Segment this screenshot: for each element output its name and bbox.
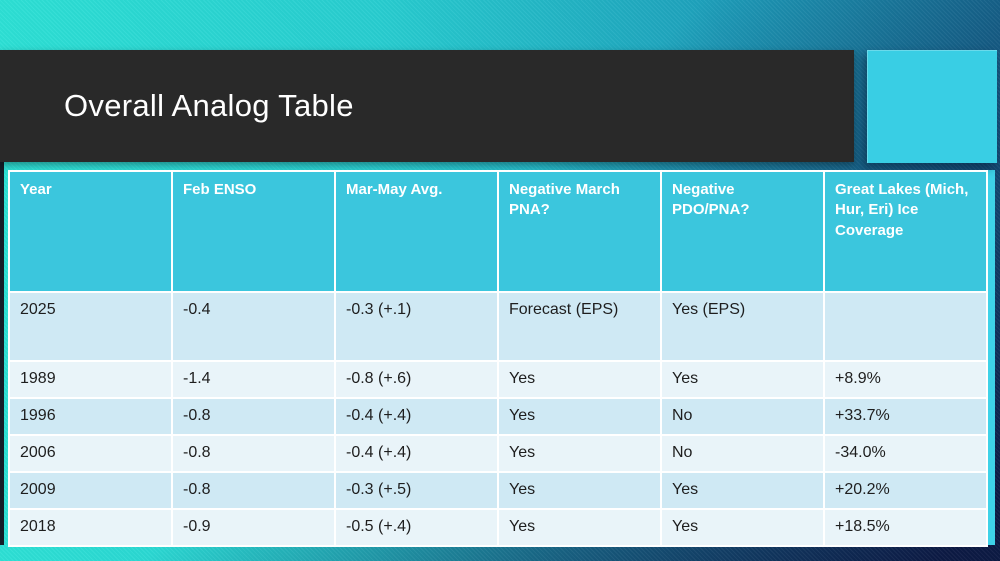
column-header: Mar-May Avg. (334, 170, 499, 293)
table-cell: -0.5 (+.4) (334, 508, 499, 547)
table-cell: Yes (497, 508, 662, 547)
analog-table: Year Feb ENSO Mar-May Avg. Negative March P… (8, 170, 988, 547)
table-cell: Yes (660, 360, 825, 399)
table-cell: +20.2% (823, 471, 988, 510)
table-cell: 2006 (8, 434, 173, 473)
table-cell: Yes (660, 508, 825, 547)
table-cell: Yes (497, 434, 662, 473)
table-cell: -0.4 (+.4) (334, 397, 499, 436)
table-header: Year Feb ENSO Mar-May Avg. Negative March P… (8, 170, 988, 293)
table-row: 2006 -0.8 -0.4 (+.4) Yes No -34.0% (8, 434, 988, 473)
table-row: 2018 -0.9 -0.5 (+.4) Yes Yes +18.5% (8, 508, 988, 547)
table-cell: -0.8 (171, 471, 336, 510)
table-cell: +8.9% (823, 360, 988, 399)
table-body: 2025 -0.4 -0.3 (+.1) Forecast (EPS) Yes (EPS… (8, 291, 988, 547)
table-cell: +18.5% (823, 508, 988, 547)
table-cell: -0.4 (171, 291, 336, 362)
accent-square (867, 50, 997, 163)
right-accent-strip (988, 170, 995, 545)
column-header: Negative March PNA? (497, 170, 662, 293)
table-cell (823, 291, 988, 362)
table-row: 1989 -1.4 -0.8 (+.6) Yes Yes +8.9% (8, 360, 988, 399)
slide-title: Overall Analog Table (64, 88, 354, 123)
column-header: Year (8, 170, 173, 293)
table-cell: Yes (EPS) (660, 291, 825, 362)
table-cell: -1.4 (171, 360, 336, 399)
table-cell: +33.7% (823, 397, 988, 436)
table-cell: 1989 (8, 360, 173, 399)
title-bar: Overall Analog Table (0, 50, 854, 162)
table-cell: 2018 (8, 508, 173, 547)
table-cell: 2025 (8, 291, 173, 362)
left-edge-strip (0, 162, 4, 545)
column-header: Negative PDO/PNA? (660, 170, 825, 293)
table-cell: Forecast (EPS) (497, 291, 662, 362)
table-cell: -34.0% (823, 434, 988, 473)
table-cell: 1996 (8, 397, 173, 436)
table-cell: -0.8 (171, 397, 336, 436)
table-cell: -0.3 (+.1) (334, 291, 499, 362)
table-cell: Yes (497, 397, 662, 436)
table-row: 2009 -0.8 -0.3 (+.5) Yes Yes +20.2% (8, 471, 988, 510)
table-row: 2025 -0.4 -0.3 (+.1) Forecast (EPS) Yes (EPS… (8, 291, 988, 362)
table-cell: -0.8 (+.6) (334, 360, 499, 399)
table-cell: Yes (497, 471, 662, 510)
table-cell: Yes (660, 471, 825, 510)
table-cell: -0.3 (+.5) (334, 471, 499, 510)
table-row: 1996 -0.8 -0.4 (+.4) Yes No +33.7% (8, 397, 988, 436)
table-cell: -0.4 (+.4) (334, 434, 499, 473)
header-row: Year Feb ENSO Mar-May Avg. Negative March P… (8, 170, 988, 293)
table-cell: No (660, 434, 825, 473)
table-cell: -0.9 (171, 508, 336, 547)
table-cell: No (660, 397, 825, 436)
table-cell: 2009 (8, 471, 173, 510)
table-cell: -0.8 (171, 434, 336, 473)
column-header: Great Lakes (Mich, Hur, Eri) Ice Coverag… (823, 170, 988, 293)
table-cell: Yes (497, 360, 662, 399)
column-header: Feb ENSO (171, 170, 336, 293)
